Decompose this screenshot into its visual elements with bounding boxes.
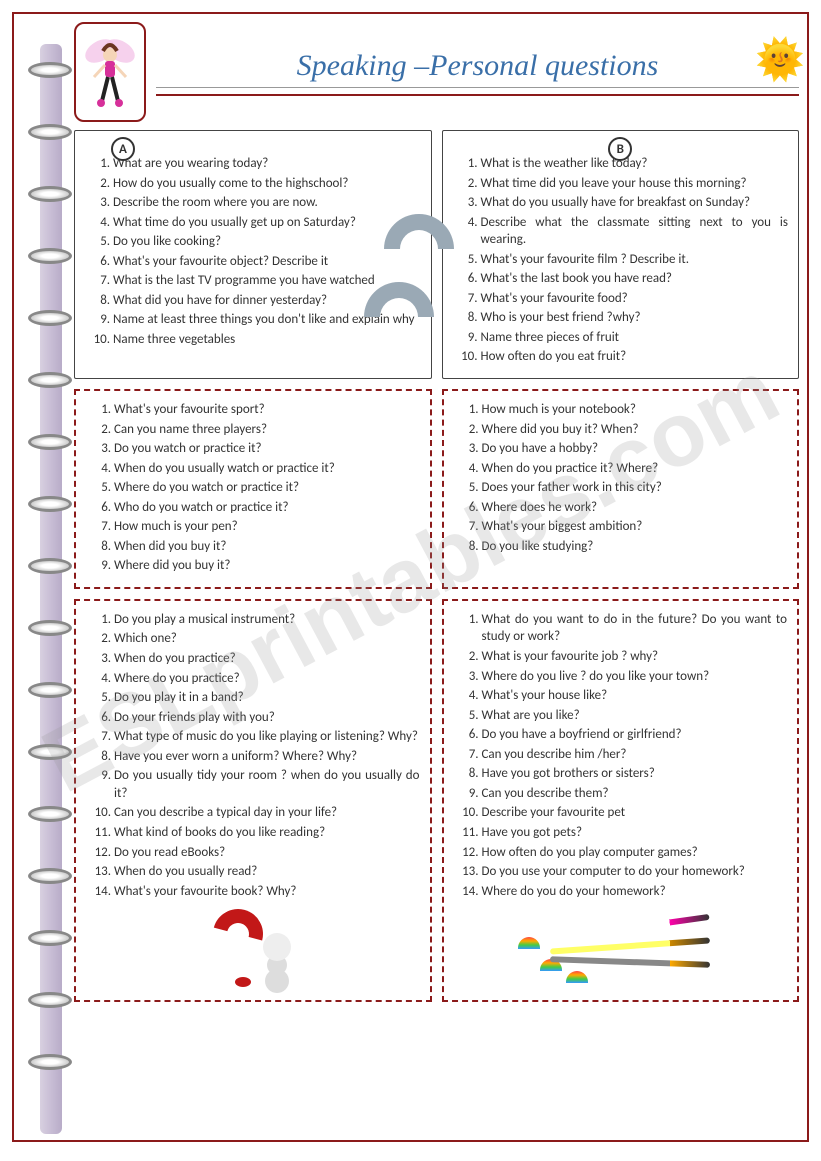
list-bot-a: Do you play a musical instrument?Which o…: [86, 611, 420, 900]
list-item: How often do you eat fruit?: [481, 348, 789, 366]
list-item: How much is your notebook?: [482, 401, 788, 419]
header: Speaking –Personal questions 🌞: [74, 22, 799, 122]
list-item: Where do you practice?: [114, 670, 420, 688]
list-item: What's the last book you have read?: [481, 270, 789, 288]
list-item: How often do you play computer games?: [482, 844, 788, 862]
list-item: What's your favourite object? Describe i…: [113, 253, 421, 271]
list-item: Describe what the classmate sitting next…: [481, 214, 789, 249]
list-item: What time do you usually get up on Satur…: [113, 214, 421, 232]
card-a: A What are you wearing today? How do you …: [74, 130, 432, 379]
list-item: Who is your best friend ?why?: [481, 309, 789, 327]
list-item: Do you usually tidy your room ? when do …: [114, 767, 420, 802]
list-item: What type of music do you like playing o…: [114, 728, 420, 746]
list-item: When do you practice?: [114, 650, 420, 668]
list-item: Describe the room where you are now.: [113, 194, 421, 212]
pencils-graphic: [454, 910, 788, 990]
list-item: Can you describe a typical day in your l…: [114, 804, 420, 822]
list-item: What are you wearing today?: [113, 155, 421, 173]
list-item: Where did you buy it?: [114, 557, 420, 575]
list-item: Where did you buy it? When?: [482, 421, 788, 439]
list-item: Can you describe him /her?: [482, 746, 788, 764]
list-item: Where do you watch or practice it?: [114, 479, 420, 497]
list-item: What is the weather like today?: [481, 155, 789, 173]
list-item: Where does he work?: [482, 499, 788, 517]
list-item: Who do you watch or practice it?: [114, 499, 420, 517]
badge-a: A: [111, 137, 135, 161]
worksheet-page: Speaking –Personal questions 🌞 A What ar…: [12, 12, 809, 1142]
list-item: Have you ever worn a uniform? Where? Why…: [114, 748, 420, 766]
list-item: Which one?: [114, 630, 420, 648]
list-item: Have you got pets?: [482, 824, 788, 842]
list-item: Do you watch or practice it?: [114, 440, 420, 458]
title-wrap: Speaking –Personal questions 🌞: [156, 49, 799, 96]
list-item: What is the last TV programme you have w…: [113, 272, 421, 290]
list-item: What's your favourite sport?: [114, 401, 420, 419]
list-mid-a: What's your favourite sport? Can you name…: [86, 401, 420, 575]
list-item: What's your favourite food?: [481, 290, 789, 308]
question-mark-graphic: [86, 910, 420, 990]
list-item: Where do you do your homework?: [482, 883, 788, 901]
list-item: Does your father work in this city?: [482, 479, 788, 497]
card-mid-right: How much is your notebook? Where did you …: [442, 389, 800, 589]
list-item: Name three pieces of fruit: [481, 329, 789, 347]
list-item: What's your house like?: [482, 687, 788, 705]
list-item: What do you want to do in the future? Do…: [482, 611, 788, 646]
list-bot-b: What do you want to do in the future? Do…: [454, 611, 788, 900]
list-item: What kind of books do you like reading?: [114, 824, 420, 842]
list-item: Do you read eBooks?: [114, 844, 420, 862]
list-item: Do you use your computer to do your home…: [482, 863, 788, 881]
badge-b: B: [608, 137, 632, 161]
list-item: What's your favourite book? Why?: [114, 883, 420, 901]
card-mid-left: What's your favourite sport? Can you name…: [74, 389, 432, 589]
list-item: How do you usually come to the highschoo…: [113, 175, 421, 193]
list-item: Can you name three players?: [114, 421, 420, 439]
list-a: What are you wearing today? How do you us…: [85, 155, 421, 348]
sun-icon: 🌞: [755, 35, 805, 84]
list-item: What time did you leave your house this …: [481, 175, 789, 193]
list-item: How much is your pen?: [114, 518, 420, 536]
list-item: Do you have a boyfriend or girlfriend?: [482, 726, 788, 744]
fairy-icon: [74, 22, 146, 122]
list-item: Describe your favourite pet: [482, 804, 788, 822]
list-item: Name three vegetables: [113, 331, 421, 349]
list-mid-b: How much is your notebook? Where did you …: [454, 401, 788, 555]
list-item: Do you like studying?: [482, 538, 788, 556]
binder-graphic: [22, 44, 72, 1134]
list-item: When did you buy it?: [114, 538, 420, 556]
page-title: Speaking –Personal questions: [156, 49, 799, 83]
list-item: When do you usually read?: [114, 863, 420, 881]
list-item: What are you like?: [482, 707, 788, 725]
card-bot-left: Do you play a musical instrument?Which o…: [74, 599, 432, 1002]
list-item: What do you usually have for breakfast o…: [481, 194, 789, 212]
list-item: Do you play it in a band?: [114, 689, 420, 707]
list-item: Do your friends play with you?: [114, 709, 420, 727]
cards-grid: A What are you wearing today? How do you …: [74, 130, 799, 1002]
list-item: When do you practice it? Where?: [482, 460, 788, 478]
list-b: What is the weather like today? What time…: [453, 155, 789, 366]
list-item: When do you usually watch or practice it…: [114, 460, 420, 478]
list-item: What is your favourite job ? why?: [482, 648, 788, 666]
list-item: Do you play a musical instrument?: [114, 611, 420, 629]
list-item: Can you describe them?: [482, 785, 788, 803]
card-b: B What is the weather like today? What ti…: [442, 130, 800, 379]
list-item: What's your favourite film ? Describe it…: [481, 251, 789, 269]
list-item: Have you got brothers or sisters?: [482, 765, 788, 783]
list-item: Do you like cooking?: [113, 233, 421, 251]
list-item: What's your biggest ambition?: [482, 518, 788, 536]
list-item: Where do you live ? do you like your tow…: [482, 668, 788, 686]
list-item: Do you have a hobby?: [482, 440, 788, 458]
card-bot-right: What do you want to do in the future? Do…: [442, 599, 800, 1002]
